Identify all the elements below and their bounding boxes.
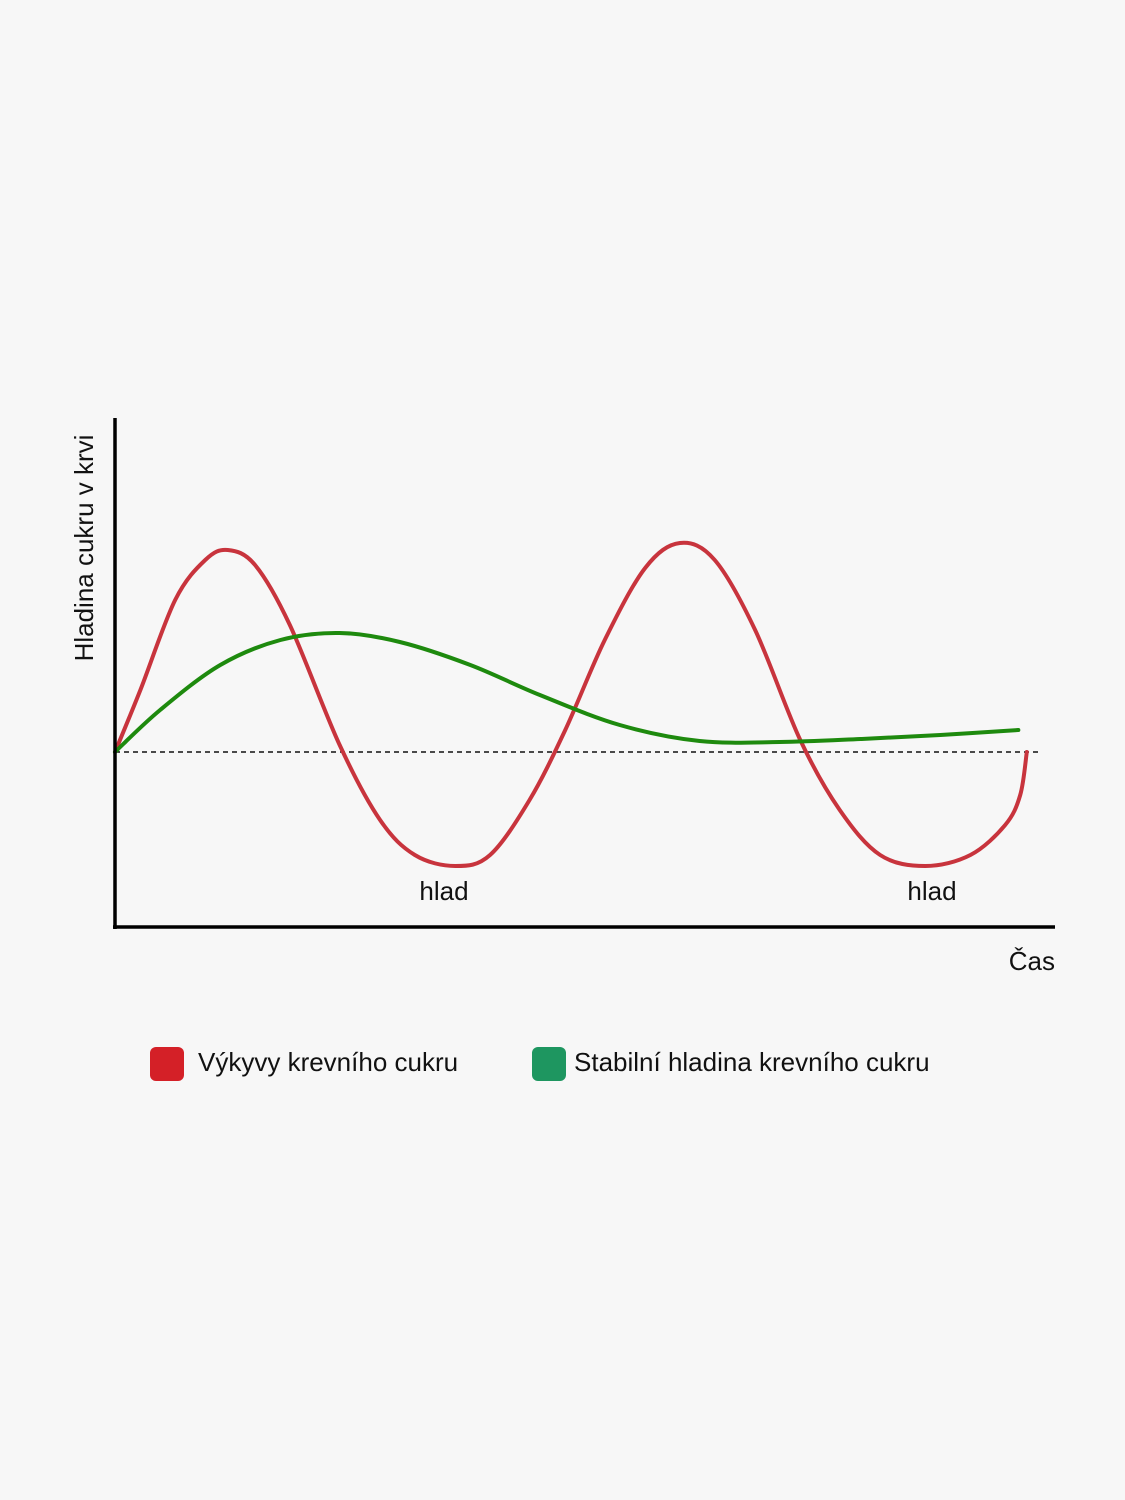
legend-label: Výkyvy krevního cukru (198, 1047, 458, 1077)
legend-swatch (532, 1047, 566, 1081)
annotation: hlad (419, 876, 468, 906)
series-line (113, 540, 1029, 869)
legend-swatch (150, 1047, 184, 1081)
x-axis-label: Čas (1009, 946, 1055, 976)
legend-label: Stabilní hladina krevního cukru (574, 1047, 930, 1077)
annotation: hlad (907, 876, 956, 906)
y-axis-label: Hladina cukru v krvi (69, 435, 99, 662)
series-line (113, 630, 1021, 754)
